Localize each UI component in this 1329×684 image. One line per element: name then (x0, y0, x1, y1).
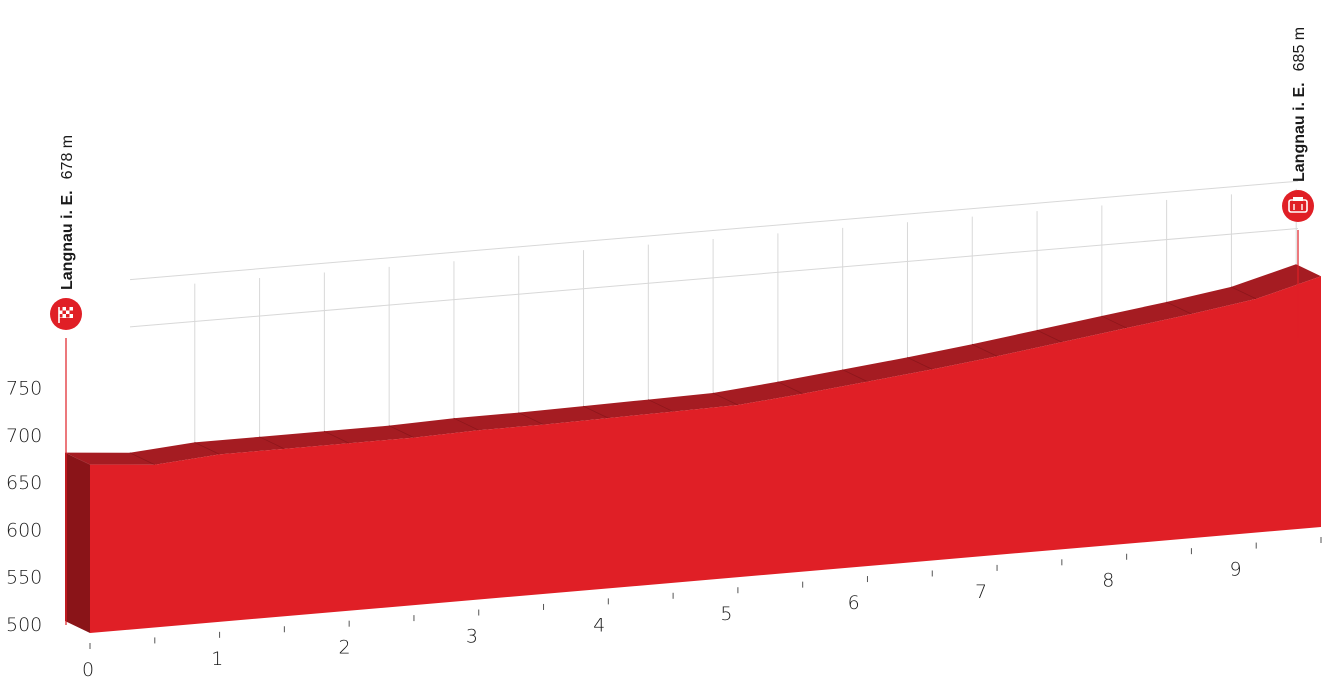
x-tick-label: 8 (1102, 570, 1114, 592)
finish-label: Langnau i. E. 685 m (1289, 27, 1308, 182)
profile-top-segment (323, 430, 350, 444)
profile-top-segment (259, 436, 285, 450)
x-tick-label: 3 (466, 626, 478, 648)
y-tick-label: 750 (6, 378, 42, 400)
start-marker: Langnau i. E. 678 m (50, 135, 82, 625)
start-label: Langnau i. E. 678 m (57, 135, 76, 290)
finish-marker: Langnau i. E. 685 m (1282, 27, 1314, 338)
start-name: Langnau i. E. (59, 190, 76, 290)
grid (129, 180, 1299, 449)
x-axis: 0 1 2 3 4 5 6 7 8 9 (82, 537, 1322, 681)
grid-line-horizontal (129, 180, 1299, 281)
profile-top-segment (1231, 286, 1257, 300)
profile-top-segment (194, 442, 220, 455)
x-tick-label: 5 (720, 603, 732, 625)
y-tick-label: 500 (6, 614, 42, 636)
profile-top-segment (1101, 315, 1127, 329)
profile-top-segment (777, 381, 803, 395)
profile-top-segment (129, 452, 155, 466)
y-tick-label: 550 (6, 567, 42, 589)
y-tick-label: 650 (6, 472, 42, 494)
y-tick-label: 600 (6, 519, 42, 541)
profile-side-face (65, 452, 90, 633)
finish-name: Langnau i. E. (1291, 82, 1308, 182)
x-tick-label: 7 (975, 581, 987, 603)
profile-top-segment (907, 357, 933, 370)
x-tick-label: 0 (82, 659, 94, 681)
profile-top-surface (65, 264, 1321, 465)
profile-top-segment (453, 417, 479, 431)
x-tick-label: 2 (339, 637, 351, 659)
profile-top-segment (388, 425, 415, 439)
profile-top-segment (518, 412, 544, 425)
profile-top-segment (583, 405, 609, 419)
profile-top-segment (647, 399, 674, 412)
y-axis: 500 550 600 650 700 750 (6, 378, 42, 637)
y-tick-label: 700 (6, 425, 42, 447)
profile-top-segment (971, 343, 998, 357)
profile-top-segment (712, 392, 739, 406)
x-tick-label: 4 (593, 614, 605, 636)
grid-line-horizontal (129, 228, 1299, 328)
finish-altitude: 685 m (1291, 27, 1308, 71)
x-tick-label: 6 (848, 592, 860, 614)
x-tick-label: 1 (211, 648, 223, 670)
profile-top-segment (1036, 329, 1063, 343)
profile-top-segment (1166, 301, 1192, 315)
checkered-flag-icon (58, 307, 73, 323)
profile-front-face (90, 276, 1321, 633)
start-altitude: 678 m (59, 135, 76, 179)
finish-line-icon (1288, 197, 1308, 213)
profile-top-segment (842, 369, 868, 382)
profile-body (65, 264, 1321, 633)
finish-marker-circle (1282, 190, 1314, 222)
x-tick-label: 9 (1230, 559, 1242, 581)
